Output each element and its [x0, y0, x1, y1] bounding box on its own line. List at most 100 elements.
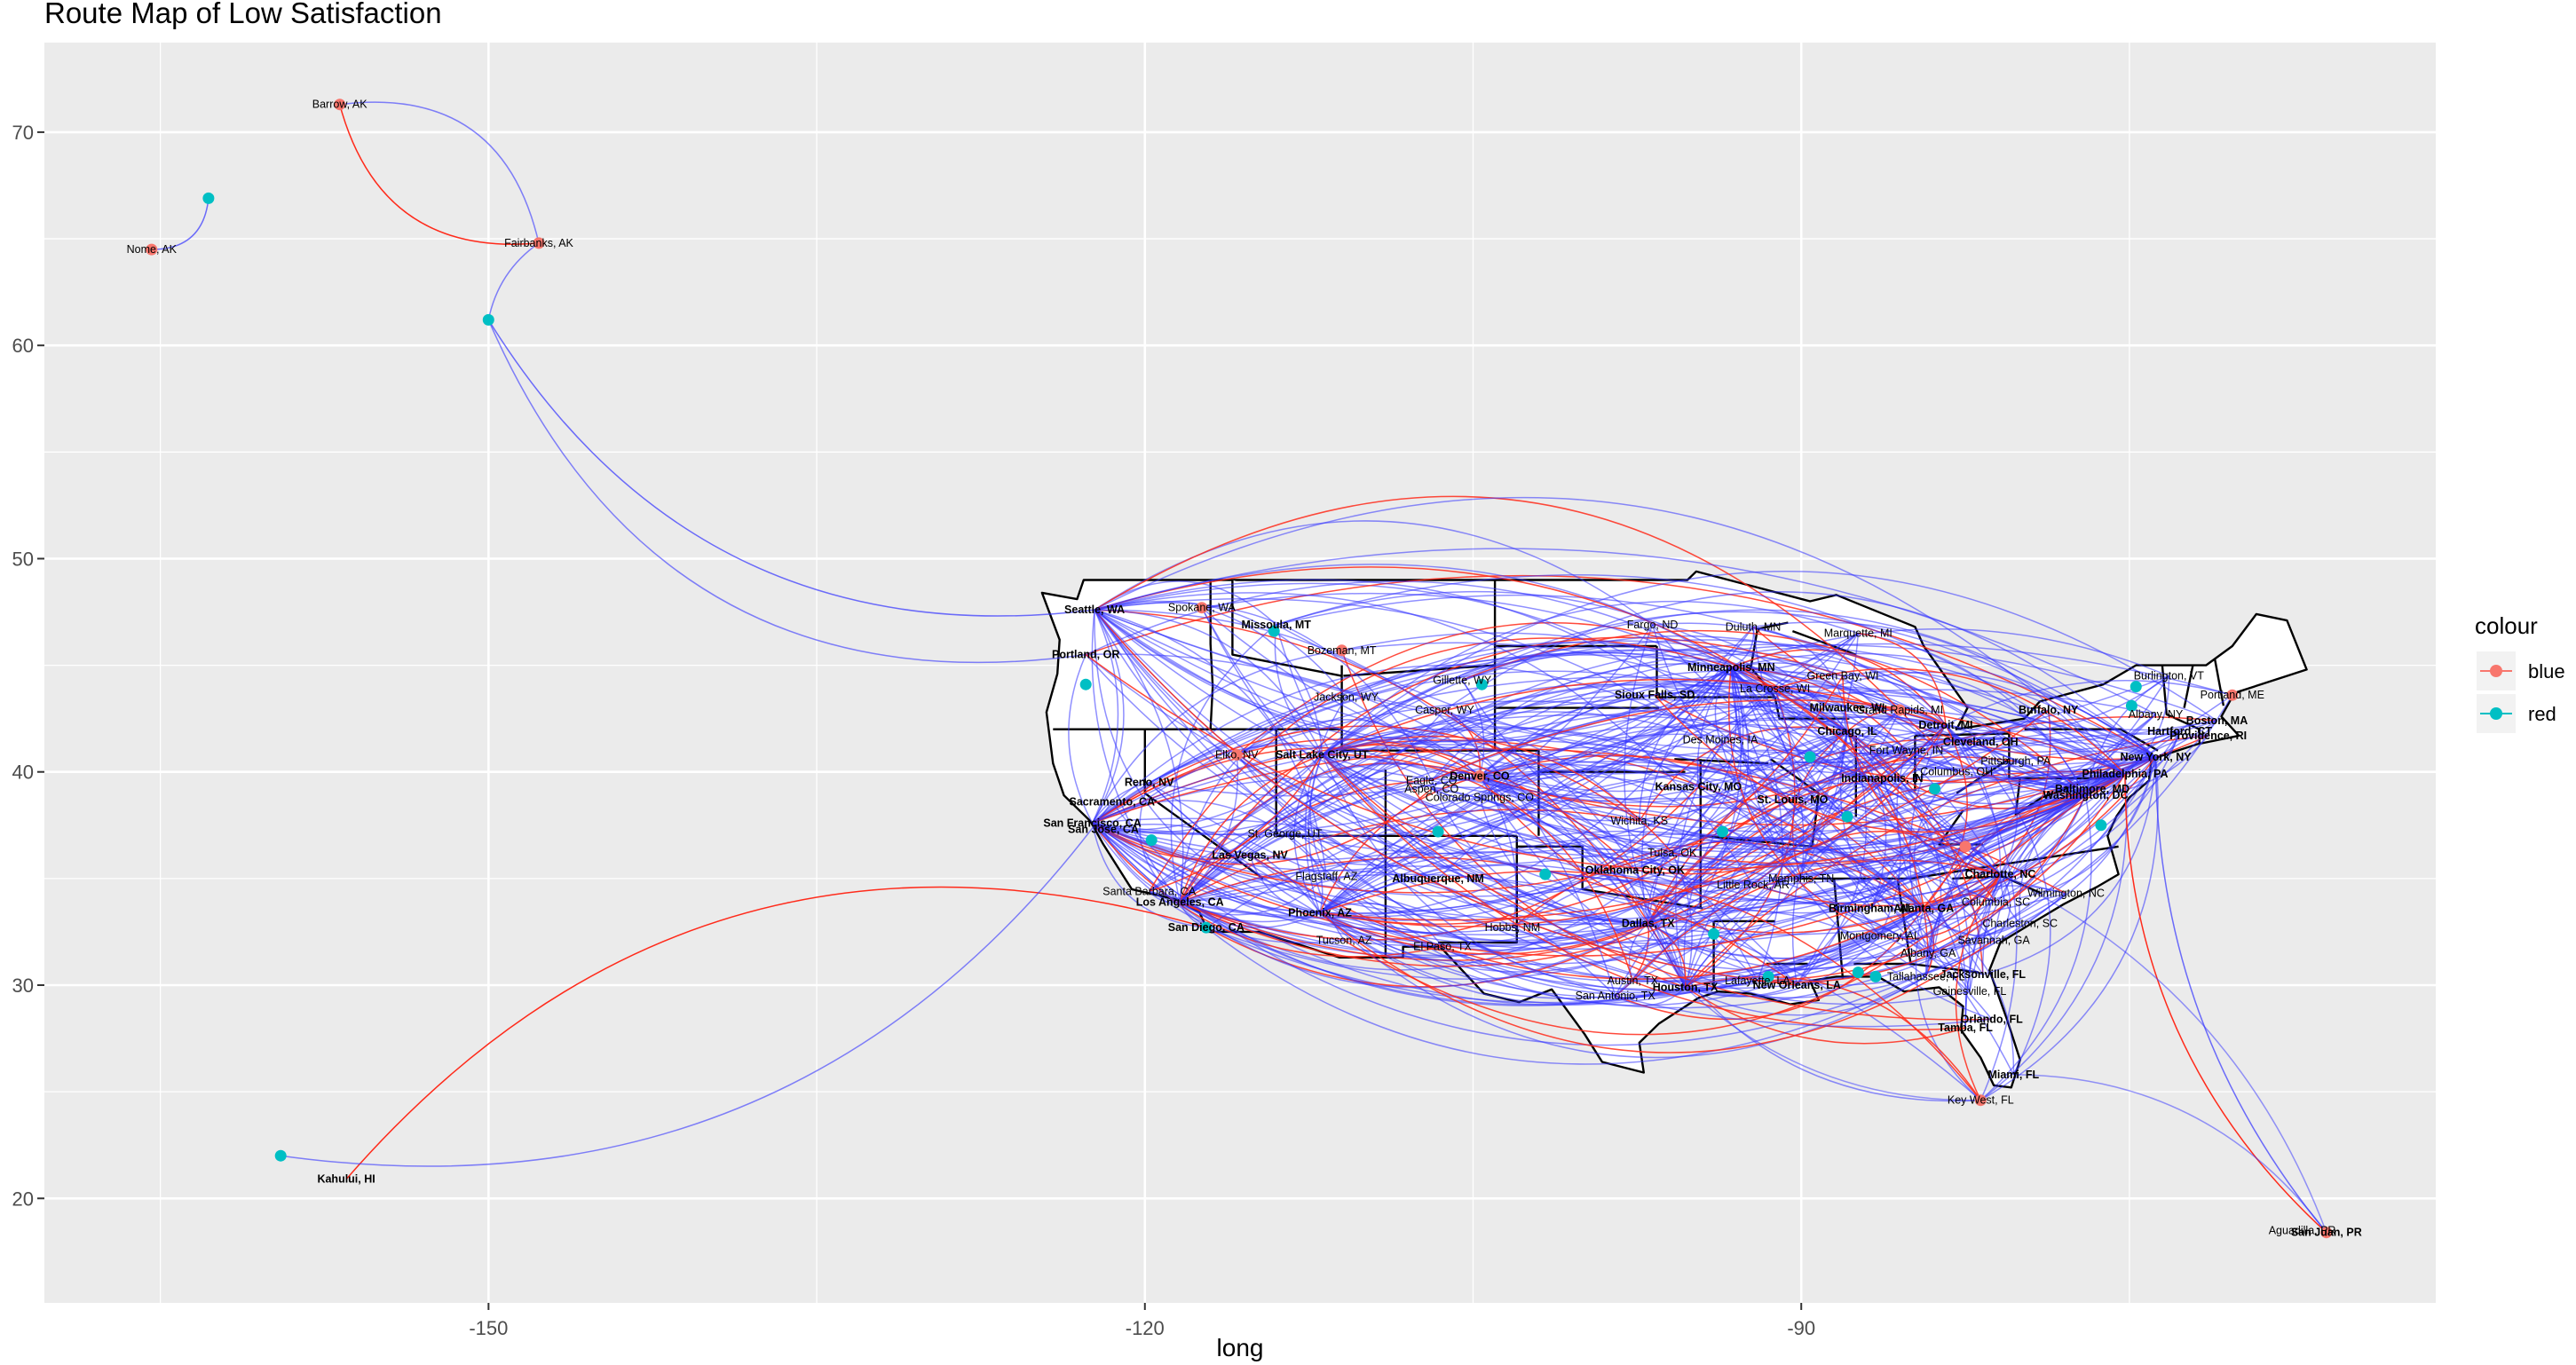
- city-label: Flagstaff, AZ: [1295, 871, 1357, 883]
- route-line: [1955, 873, 2002, 1101]
- route-line: [1697, 715, 1947, 788]
- y-tick-label: 30: [12, 974, 34, 997]
- city-label: Washington, DC: [2043, 789, 2129, 801]
- route-line: [1945, 724, 2051, 1076]
- city-label: Wilmington, NC: [2027, 888, 2105, 900]
- route-line: [1945, 680, 2232, 726]
- route-line: [1179, 709, 1900, 947]
- city-label: La Crosse, WI: [1740, 682, 1810, 695]
- route-line: [1094, 609, 1732, 743]
- route-line: [1461, 639, 2126, 775]
- legend-label: blue: [2528, 660, 2565, 682]
- city-label: Indianapolis, IN: [1841, 772, 1923, 785]
- city-label: Hartford, CT: [2147, 725, 2212, 738]
- city-label: Charlotte, NC: [1965, 868, 2036, 880]
- route-line: [2124, 774, 2327, 1234]
- route-line: [1730, 667, 1783, 982]
- city-label: Sacramento, CA: [1070, 795, 1156, 808]
- airport-point-blue: [1959, 840, 1972, 853]
- route-line: [1092, 794, 2086, 926]
- route-line: [1322, 678, 1947, 756]
- airport-point-red: [1762, 970, 1774, 982]
- route-line: [1321, 754, 1966, 1030]
- city-label: Philadelphia, PA: [2082, 768, 2168, 780]
- city-label: Elko, NV: [1215, 749, 1259, 761]
- city-label: Phoenix, AZ: [1288, 906, 1352, 919]
- city-label: Minneapolis, MN: [1687, 661, 1775, 674]
- city-label: Grand Rapids, MI: [1856, 704, 1943, 716]
- route-line: [1236, 754, 1648, 925]
- route-line: [2013, 1074, 2327, 1234]
- airport-point-red: [1804, 751, 1816, 763]
- airport-point-red: [1145, 834, 1158, 847]
- airport-point-blue: [2226, 689, 2239, 701]
- route-line: [1094, 609, 1616, 997]
- route-line: [1319, 911, 1995, 1053]
- route-line: [1969, 794, 2087, 992]
- route-line: [1094, 496, 2126, 775]
- route-line: [1479, 775, 1872, 914]
- city-label: Buffalo, NY: [2019, 704, 2079, 716]
- route-line: [1149, 773, 2126, 935]
- airport-point-blue: [1474, 770, 1486, 782]
- legend: colour blue red: [2475, 612, 2565, 733]
- city-label: Eagle, CO: [1406, 774, 1458, 786]
- city-label: Tucson, AZ: [1316, 935, 1372, 947]
- city-label: Spokane, WA: [1168, 602, 1237, 614]
- route-line: [1149, 681, 2086, 892]
- city-label: Jackson, WY: [1314, 691, 1379, 704]
- city-label: St. George, UT: [1247, 827, 1322, 840]
- route-line: [1906, 737, 2126, 775]
- route-line: [1094, 609, 1439, 880]
- route-line: [2085, 735, 2209, 796]
- route-line: [1730, 667, 2217, 754]
- y-tick-label: 50: [12, 548, 34, 570]
- city-label: Montgomery, AL: [1840, 930, 1920, 943]
- city-label: Key West, FL: [1948, 1094, 2014, 1107]
- city-label: Salt Lake City, UT: [1276, 749, 1369, 761]
- route-line: [1927, 794, 2087, 954]
- city-label: San Francisco, CA: [1043, 817, 1141, 829]
- city-label: Charleston, SC: [1982, 917, 2058, 929]
- route-line: [1995, 756, 2157, 903]
- city-label: Las Vegas, NV: [1212, 848, 1288, 861]
- x-axis-title: long: [1217, 1334, 1264, 1361]
- city-label: Missoula, MT: [1241, 619, 1311, 631]
- route-line: [345, 886, 1207, 1180]
- route-line: [1304, 697, 1347, 913]
- route-line: [1094, 609, 2156, 769]
- city-label: Marquette, MI: [1824, 627, 1892, 640]
- route-line: [1915, 908, 1981, 1101]
- route-line: [2085, 773, 2126, 796]
- route-line: [1094, 579, 1872, 909]
- city-label: Houston, TX: [1653, 981, 1719, 993]
- city-label: Fairbanks, AK: [504, 237, 573, 249]
- city-label: Cleveland, OH: [1943, 736, 2019, 748]
- route-line: [1731, 662, 1900, 711]
- airport-point-blue: [1336, 644, 1348, 657]
- city-label: Burlington, VT: [2134, 670, 2205, 682]
- city-label: Portland, OR: [1052, 649, 1119, 661]
- route-line: [1858, 632, 1947, 725]
- route-line: [1319, 870, 1981, 1101]
- route-line: [1321, 651, 1848, 756]
- airport-point-red: [2130, 681, 2142, 693]
- route-line: [1945, 675, 2169, 732]
- route-line: [1479, 685, 2126, 799]
- route-line: [1322, 667, 1732, 781]
- city-label: Detroit, MI: [1918, 719, 1972, 731]
- route-line: [1091, 609, 1119, 824]
- route-line: [1321, 571, 2217, 756]
- route-line: [1319, 675, 1844, 925]
- airport-point-blue: [1196, 602, 1208, 614]
- route-line: [1237, 700, 2001, 875]
- route-line: [487, 320, 1087, 664]
- city-label: Hobbs, NM: [1485, 921, 1541, 934]
- route-line: [1094, 609, 1328, 877]
- route-line: [1319, 864, 1798, 986]
- route-line: [1675, 632, 1859, 988]
- airport-point-red: [1200, 921, 1213, 934]
- route-line: [1094, 609, 1686, 989]
- city-label: Savannah, GA: [1957, 935, 2030, 947]
